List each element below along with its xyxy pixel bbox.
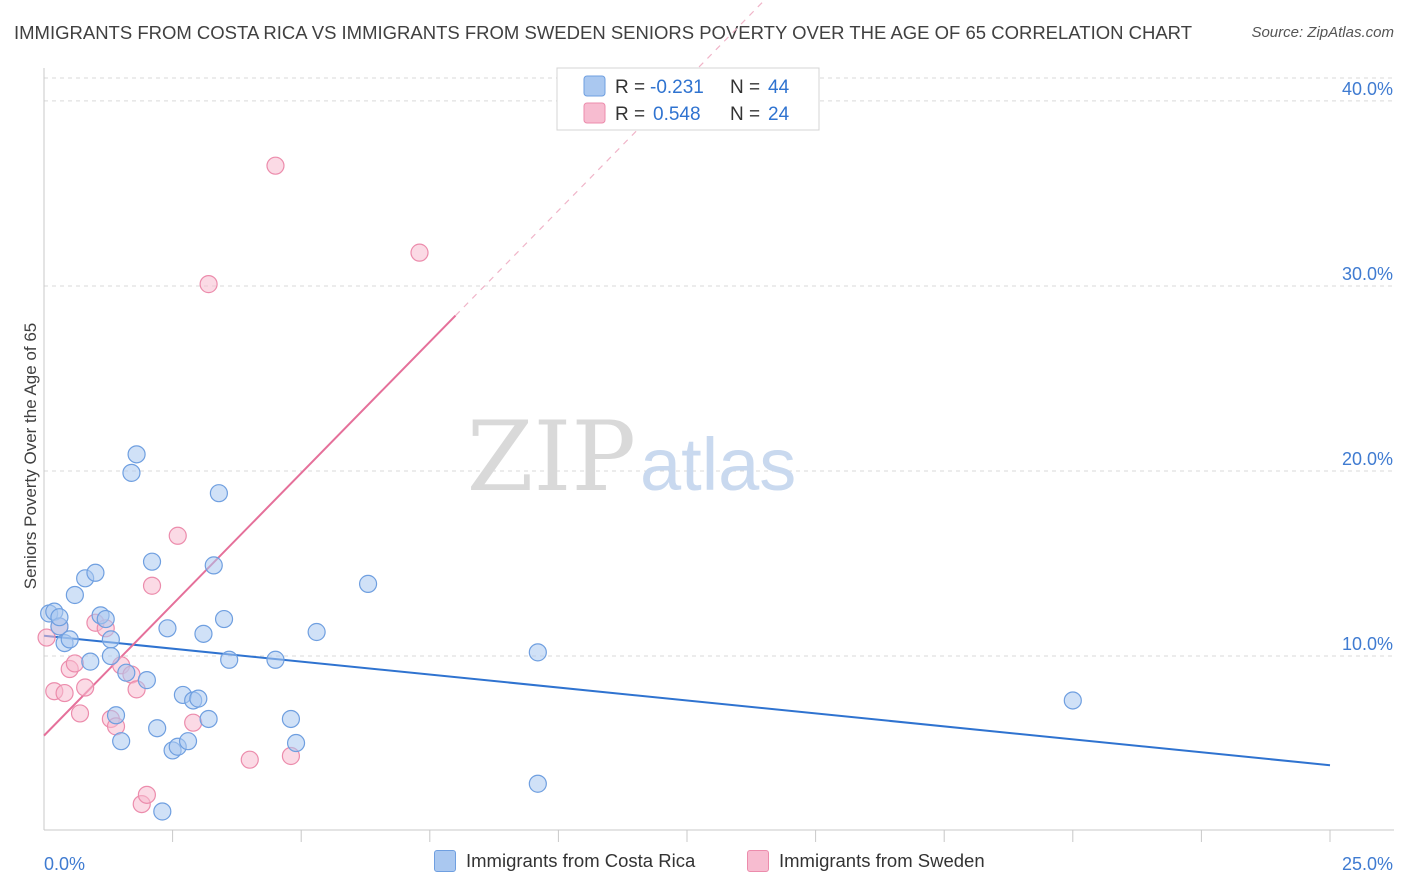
point-costa-rica: [127, 445, 146, 464]
point-costa-rica: [101, 630, 120, 649]
point-costa-rica: [178, 732, 198, 751]
series-legend: Immigrants from Costa Rica Immigrants fr…: [0, 850, 1406, 880]
point-costa-rica: [117, 663, 136, 682]
point-costa-rica: [142, 552, 162, 571]
stats-n-value-costa-rica: 44: [768, 77, 790, 98]
point-costa-rica: [148, 719, 167, 738]
stats-r-label-sweden: R =: [615, 104, 645, 125]
chart-title: IMMIGRANTS FROM COSTA RICA VS IMMIGRANTS…: [14, 22, 1192, 43]
point-costa-rica: [214, 609, 234, 629]
trend-line-costa-rica: [43, 634, 1331, 767]
point-sweden: [266, 156, 285, 175]
point-costa-rica: [65, 585, 84, 605]
point-costa-rica: [137, 671, 156, 690]
legend-swatch-costa-rica: [434, 850, 456, 872]
point-sweden: [142, 576, 162, 595]
point-costa-rica: [86, 563, 105, 582]
grid-layer: [44, 77, 1394, 657]
point-costa-rica: [158, 619, 177, 638]
point-costa-rica: [101, 646, 120, 666]
stats-r-label-costa-rica: R =: [615, 77, 645, 98]
point-costa-rica: [286, 733, 306, 753]
stats-n-value-sweden: 24: [768, 104, 790, 125]
point-sweden: [55, 683, 74, 703]
point-sweden: [137, 785, 156, 804]
legend-item-costa-rica[interactable]: Immigrants from Costa Rica: [434, 850, 695, 872]
point-sweden: [76, 678, 95, 697]
trend-extension-sweden: [455, 0, 766, 316]
point-costa-rica: [1063, 691, 1082, 710]
point-costa-rica: [60, 630, 79, 649]
point-costa-rica: [153, 802, 172, 821]
watermark-atlas: atlas: [640, 423, 796, 506]
point-costa-rica: [281, 709, 301, 729]
legend-label-sweden: Immigrants from Sweden: [779, 850, 985, 871]
point-costa-rica: [199, 709, 218, 729]
y-tick-label: 30.0%: [1342, 264, 1393, 284]
y-axis-label: Seniors Poverty Over the Age of 65: [21, 323, 40, 589]
point-costa-rica: [266, 650, 285, 669]
stats-n-label-sweden: N =: [730, 104, 760, 125]
point-costa-rica: [307, 622, 326, 642]
point-costa-rica: [112, 732, 131, 751]
stats-legend: R = -0.231 N = 44 R = 0.548 N = 24: [556, 67, 820, 131]
source-credit: Source: ZipAtlas.com: [1251, 24, 1394, 41]
stats-swatch-costa-rica: [583, 75, 606, 97]
stats-swatch-sweden: [583, 102, 606, 124]
point-costa-rica: [96, 609, 115, 629]
y-tick-label: 40.0%: [1342, 79, 1393, 99]
point-sweden: [168, 526, 187, 545]
trend-line-sweden: [43, 314, 457, 737]
stats-r-value-sweden: 0.548: [653, 104, 701, 125]
legend-swatch-sweden: [747, 850, 769, 872]
point-costa-rica: [209, 484, 228, 503]
point-costa-rica: [204, 556, 223, 575]
points-layer: [37, 156, 1082, 821]
watermark-zip: ZIP: [467, 401, 636, 513]
point-costa-rica: [106, 706, 126, 725]
point-sweden: [184, 713, 203, 732]
point-costa-rica: [358, 574, 378, 593]
point-sweden: [410, 243, 429, 262]
point-sweden: [199, 275, 218, 294]
x-tick-label: 0.0%: [44, 854, 85, 874]
point-sweden: [65, 654, 84, 673]
legend-item-sweden[interactable]: Immigrants from Sweden: [747, 850, 985, 872]
y-tick-label: 10.0%: [1342, 634, 1393, 654]
point-costa-rica: [194, 624, 213, 643]
point-costa-rica: [122, 463, 141, 482]
point-costa-rica: [81, 652, 100, 671]
axis-layer: 10.0% 20.0% 30.0% 40.0% 0.0% 25.0%: [43, 68, 1394, 874]
watermark: ZIP atlas: [467, 401, 797, 513]
point-sweden: [70, 704, 90, 723]
point-costa-rica: [220, 650, 239, 669]
point-costa-rica: [189, 689, 208, 708]
y-tick-label: 20.0%: [1342, 449, 1393, 469]
x-tick-label: 25.0%: [1342, 854, 1393, 874]
stats-r-value-costa-rica: -0.231: [650, 77, 704, 98]
point-sweden: [37, 628, 56, 647]
stats-n-label-costa-rica: N =: [730, 77, 760, 98]
point-costa-rica: [528, 643, 547, 662]
legend-label-costa-rica: Immigrants from Costa Rica: [466, 850, 696, 871]
point-costa-rica: [528, 774, 547, 793]
point-costa-rica: [50, 608, 69, 627]
point-sweden: [240, 750, 259, 769]
